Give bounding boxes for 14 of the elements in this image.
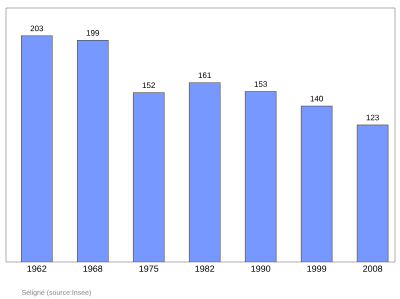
x-tick-label: 1999: [307, 266, 326, 272]
x-tick-label: 1962: [28, 266, 46, 272]
bar: [20, 36, 53, 262]
x-tick-label: 2008: [363, 266, 382, 272]
x-tick-label: 1982: [195, 266, 214, 272]
x-tick-label: 1990: [251, 266, 270, 272]
bar: [300, 106, 332, 262]
bar: [76, 40, 109, 262]
bar: [244, 91, 276, 262]
bar: [356, 124, 388, 262]
bar: [188, 82, 221, 262]
x-tick-label: 1975: [139, 266, 158, 272]
x-tick-label: 1968: [83, 266, 102, 272]
bar: [132, 92, 165, 262]
